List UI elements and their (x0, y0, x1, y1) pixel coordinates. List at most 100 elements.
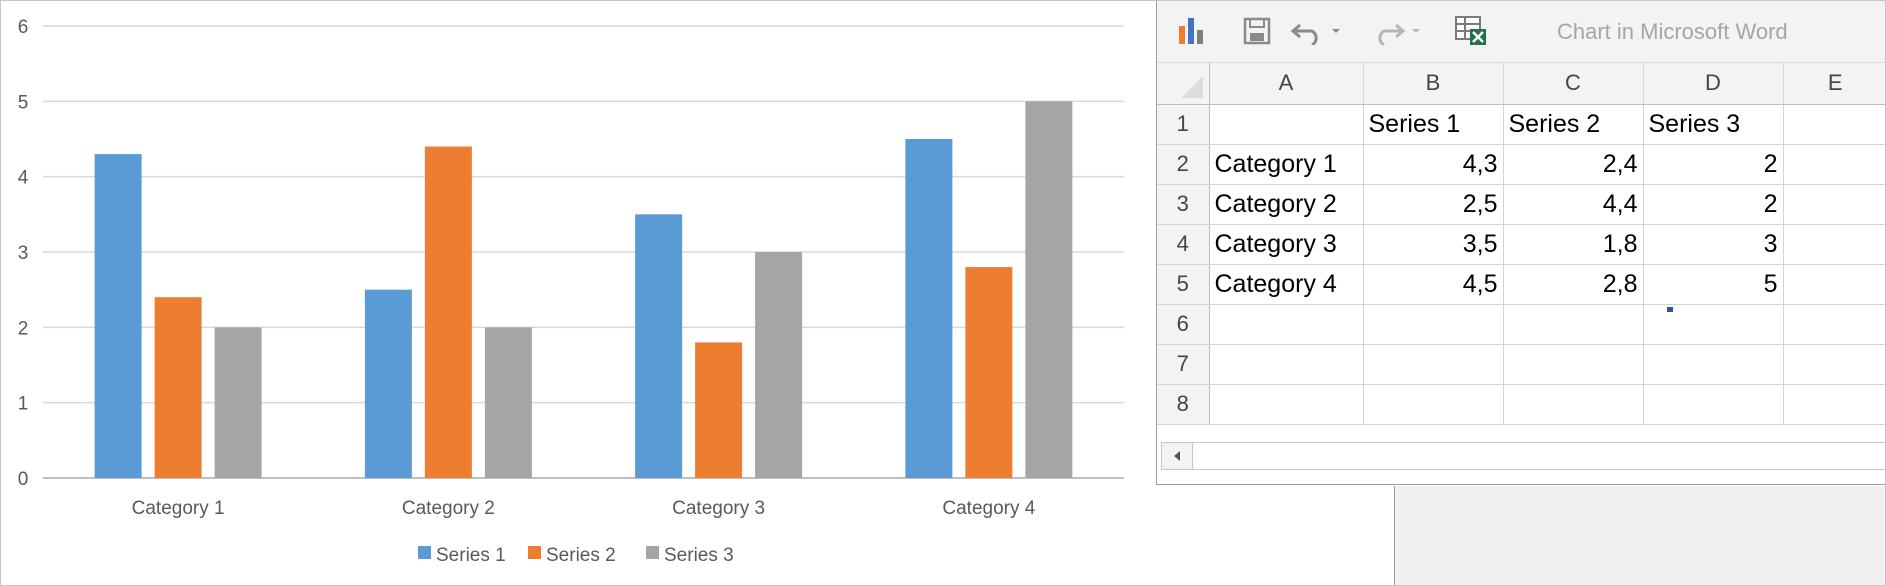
x-tick-label: Category 1 (132, 498, 225, 519)
cell[interactable]: 2 (1643, 144, 1784, 185)
cell[interactable]: 4,3 (1363, 144, 1504, 185)
background-panel (1394, 486, 1885, 585)
cell[interactable] (1783, 264, 1885, 305)
save-icon[interactable] (1239, 13, 1275, 49)
bar-1-3[interactable] (635, 214, 683, 479)
bar-3-4[interactable] (1025, 101, 1073, 478)
bar-1-2[interactable] (364, 289, 412, 478)
cell[interactable]: Category 2 (1209, 184, 1364, 225)
cell[interactable]: 5 (1643, 264, 1784, 305)
bar-1-4[interactable] (905, 139, 953, 478)
table-row: 4 Category 3 3,5 1,8 3 (1157, 224, 1885, 265)
cell[interactable]: Category 4 (1209, 264, 1364, 305)
cell[interactable] (1783, 344, 1885, 385)
chart-icon[interactable] (1173, 13, 1213, 49)
cell[interactable] (1209, 384, 1364, 425)
table-row: 3 Category 2 2,5 4,4 2 (1157, 184, 1885, 225)
legend-label[interactable]: Series 2 (546, 545, 616, 566)
horizontal-scrollbar[interactable] (1161, 442, 1885, 470)
edit-data-excel-icon[interactable] (1451, 13, 1491, 49)
bar-2-4[interactable] (965, 267, 1013, 478)
column-header-e[interactable]: E (1783, 63, 1885, 105)
scroll-left-icon[interactable] (1162, 443, 1193, 469)
column-header-c[interactable]: C (1503, 63, 1644, 105)
cell[interactable] (1643, 384, 1784, 425)
legend-label[interactable]: Series 1 (436, 545, 506, 566)
cell[interactable] (1363, 384, 1504, 425)
cell[interactable]: Category 1 (1209, 144, 1364, 185)
bar-2-2[interactable] (424, 146, 472, 479)
cell[interactable] (1363, 344, 1504, 385)
cell[interactable] (1643, 304, 1784, 345)
bar-1-1[interactable] (94, 154, 142, 479)
bar-3-3[interactable] (755, 252, 803, 478)
cell[interactable]: 1,8 (1503, 224, 1644, 265)
cell[interactable] (1783, 104, 1885, 145)
column-header-b[interactable]: B (1363, 63, 1504, 105)
cell[interactable] (1209, 104, 1364, 145)
cell[interactable] (1209, 304, 1364, 345)
cell[interactable] (1783, 304, 1885, 345)
cell[interactable]: 3 (1643, 224, 1784, 265)
cell[interactable] (1363, 304, 1504, 345)
undo-icon[interactable] (1289, 13, 1345, 49)
chart-area[interactable]: 0 1 2 3 4 5 6 Category 1 Category 2 Category 3 Cat… (1, 1, 1156, 585)
data-sheet-window: Chart in Microsoft Word A B (1156, 1, 1885, 485)
cell[interactable]: Series 1 (1363, 104, 1504, 145)
row-header[interactable]: 2 (1157, 144, 1210, 185)
table-row: 6 (1157, 304, 1885, 345)
legend-label[interactable]: Series 3 (664, 545, 734, 566)
y-tick-label: 0 (18, 469, 29, 490)
data-table: A B C D E 1 Series 1 Series 2 Series 3 2 Cate… (1157, 63, 1885, 425)
fill-handle-icon[interactable] (1664, 305, 1674, 313)
cell[interactable] (1643, 344, 1784, 385)
y-tick-label: 4 (18, 168, 29, 189)
redo-icon[interactable] (1369, 13, 1425, 49)
cell[interactable] (1783, 144, 1885, 185)
row-header[interactable]: 6 (1157, 304, 1210, 345)
cell[interactable] (1783, 184, 1885, 225)
cell[interactable]: 2,5 (1363, 184, 1504, 225)
cell[interactable] (1783, 384, 1885, 425)
cell[interactable]: Category 3 (1209, 224, 1364, 265)
row-header[interactable]: 1 (1157, 104, 1210, 145)
cell[interactable]: Series 2 (1503, 104, 1644, 145)
cell[interactable] (1783, 224, 1885, 265)
legend-swatch (418, 546, 431, 559)
window-title: Chart in Microsoft Word (1557, 19, 1788, 44)
y-tick-label: 6 (18, 17, 29, 38)
row-header[interactable]: 5 (1157, 264, 1210, 305)
bar-3-2[interactable] (484, 327, 532, 478)
x-tick-label: Category 3 (672, 498, 765, 519)
legend-swatch (528, 546, 541, 559)
x-tick-label: Category 4 (942, 498, 1035, 519)
cell[interactable]: 4,5 (1363, 264, 1504, 305)
cell[interactable] (1503, 344, 1644, 385)
y-tick-label: 1 (18, 394, 29, 415)
cell[interactable]: 2 (1643, 184, 1784, 225)
y-tick-label: 5 (18, 92, 29, 113)
table-row: 2 Category 1 4,3 2,4 2 (1157, 144, 1885, 185)
row-header[interactable]: 3 (1157, 184, 1210, 225)
bar-2-1[interactable] (154, 297, 202, 478)
cell[interactable]: Series 3 (1643, 104, 1784, 145)
column-header-a[interactable]: A (1209, 63, 1364, 105)
row-header[interactable]: 4 (1157, 224, 1210, 265)
cell[interactable]: 2,8 (1503, 264, 1644, 305)
cell[interactable] (1503, 384, 1644, 425)
bar-2-3[interactable] (695, 342, 743, 478)
row-header[interactable]: 7 (1157, 344, 1210, 385)
bar-3-1[interactable] (214, 327, 262, 478)
y-tick-label: 2 (18, 318, 29, 339)
cell[interactable] (1209, 344, 1364, 385)
row-header[interactable]: 8 (1157, 384, 1210, 425)
cell[interactable]: 3,5 (1363, 224, 1504, 265)
cell[interactable]: 2,4 (1503, 144, 1644, 185)
cell[interactable] (1503, 304, 1644, 345)
cell[interactable]: 4,4 (1503, 184, 1644, 225)
spreadsheet-grid[interactable]: A B C D E 1 Series 1 Series 2 Series 3 2 Cate… (1157, 63, 1885, 428)
column-header-d[interactable]: D (1643, 63, 1784, 105)
column-chart[interactable]: 0 1 2 3 4 5 6 Category 1 Category 2 Category 3 Cat… (1, 1, 1156, 585)
select-all-corner[interactable] (1157, 63, 1210, 105)
